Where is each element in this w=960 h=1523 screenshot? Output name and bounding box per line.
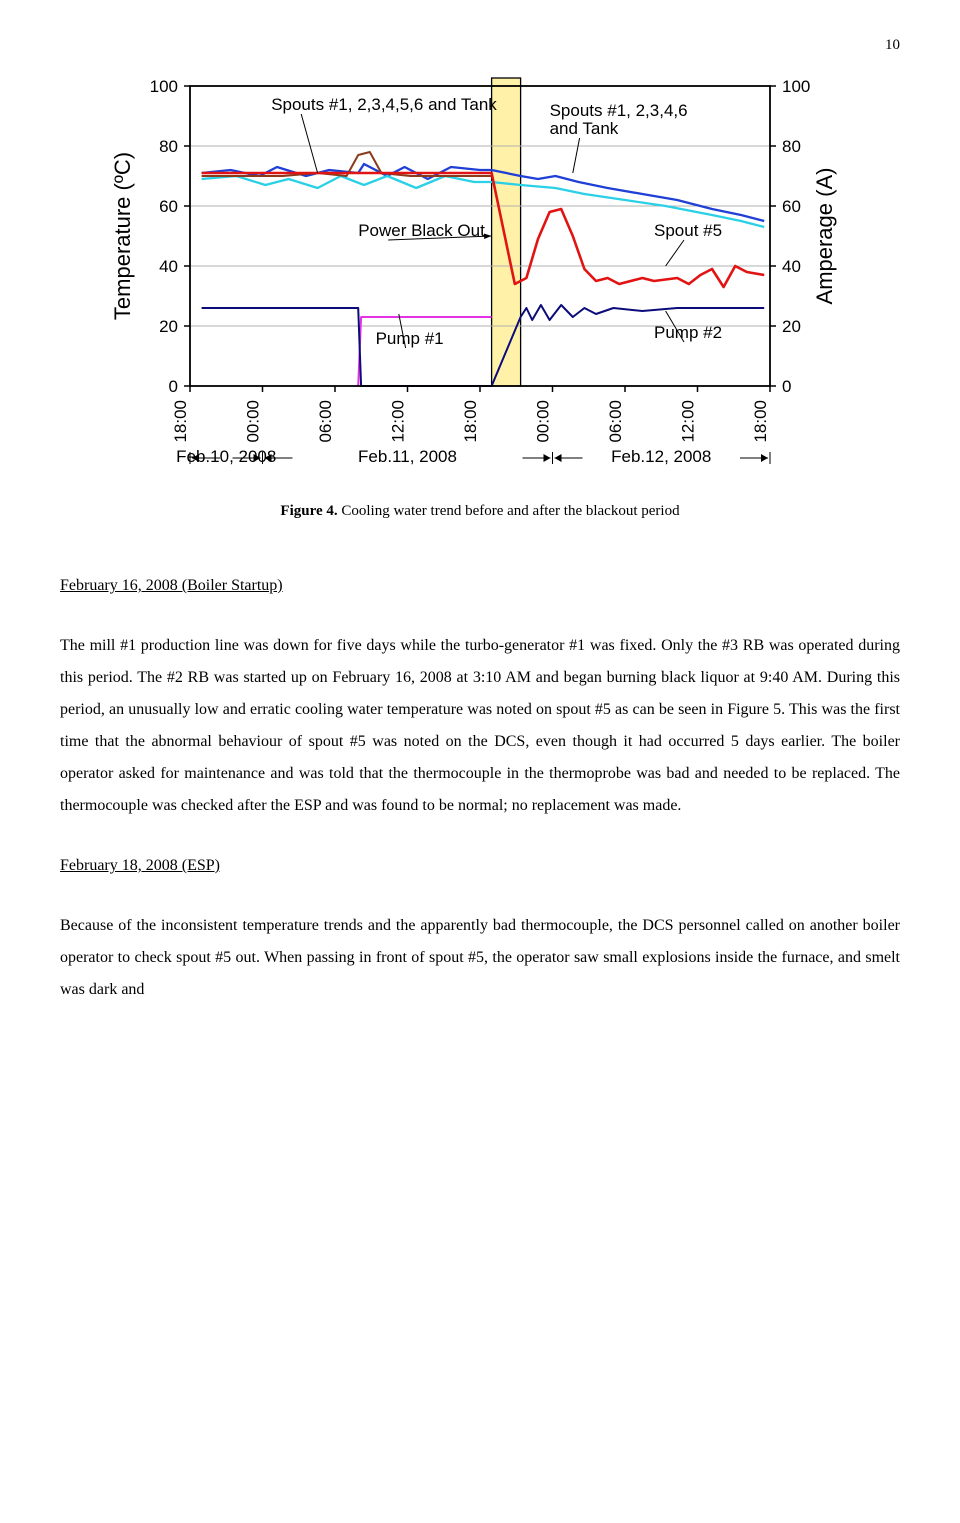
- figure-4-caption-text: Cooling water trend before and after the…: [341, 503, 679, 519]
- svg-text:18:00: 18:00: [751, 400, 770, 443]
- svg-text:100: 100: [782, 77, 810, 96]
- svg-text:0: 0: [169, 377, 178, 396]
- section-1-body: The mill #1 production line was down for…: [60, 630, 900, 822]
- svg-text:00:00: 00:00: [244, 400, 263, 443]
- svg-text:20: 20: [159, 317, 178, 336]
- svg-text:40: 40: [159, 257, 178, 276]
- svg-text:and Tank: and Tank: [550, 119, 619, 138]
- svg-text:06:00: 06:00: [316, 400, 335, 443]
- svg-text:Amperage (A): Amperage (A): [812, 168, 837, 305]
- svg-text:40: 40: [782, 257, 801, 276]
- svg-text:Pump #2: Pump #2: [654, 323, 722, 342]
- svg-text:00:00: 00:00: [534, 400, 553, 443]
- svg-text:12:00: 12:00: [389, 400, 408, 443]
- svg-text:12:00: 12:00: [679, 400, 698, 443]
- section-heading-2: February 18, 2008 (ESP): [60, 850, 900, 882]
- svg-text:Pump #1: Pump #1: [376, 329, 444, 348]
- svg-text:Temperature (ºC): Temperature (ºC): [110, 152, 135, 320]
- svg-text:60: 60: [159, 197, 178, 216]
- svg-text:Spouts #1, 2,3,4,5,6 and Tank: Spouts #1, 2,3,4,5,6 and Tank: [271, 95, 497, 114]
- figure-4-label: Figure 4.: [280, 503, 337, 519]
- svg-text:0: 0: [782, 377, 791, 396]
- svg-text:20: 20: [782, 317, 801, 336]
- svg-text:Feb.12, 2008: Feb.12, 2008: [611, 447, 711, 466]
- svg-text:Feb.11, 2008: Feb.11, 2008: [358, 447, 457, 466]
- svg-text:100: 100: [150, 77, 178, 96]
- figure-4-caption: Figure 4. Cooling water trend before and…: [60, 496, 900, 526]
- svg-text:18:00: 18:00: [171, 400, 190, 443]
- svg-text:60: 60: [782, 197, 801, 216]
- svg-text:80: 80: [782, 137, 801, 156]
- section-2-body: Because of the inconsistent temperature …: [60, 910, 900, 1006]
- svg-text:Spout #5: Spout #5: [654, 221, 722, 240]
- section-heading-1: February 16, 2008 (Boiler Startup): [60, 570, 900, 602]
- svg-text:80: 80: [159, 137, 178, 156]
- figure-4-chart: 0 0 20 20 40 40 60 60 80 80 100 100 18:00 00:00 06:00 1…: [100, 66, 860, 486]
- svg-text:18:00: 18:00: [461, 400, 480, 443]
- page-number: 10: [60, 30, 900, 60]
- svg-text:Spouts #1, 2,3,4,6: Spouts #1, 2,3,4,6: [550, 101, 688, 120]
- svg-text:Feb.10, 2008: Feb.10, 2008: [176, 447, 276, 466]
- svg-text:06:00: 06:00: [606, 400, 625, 443]
